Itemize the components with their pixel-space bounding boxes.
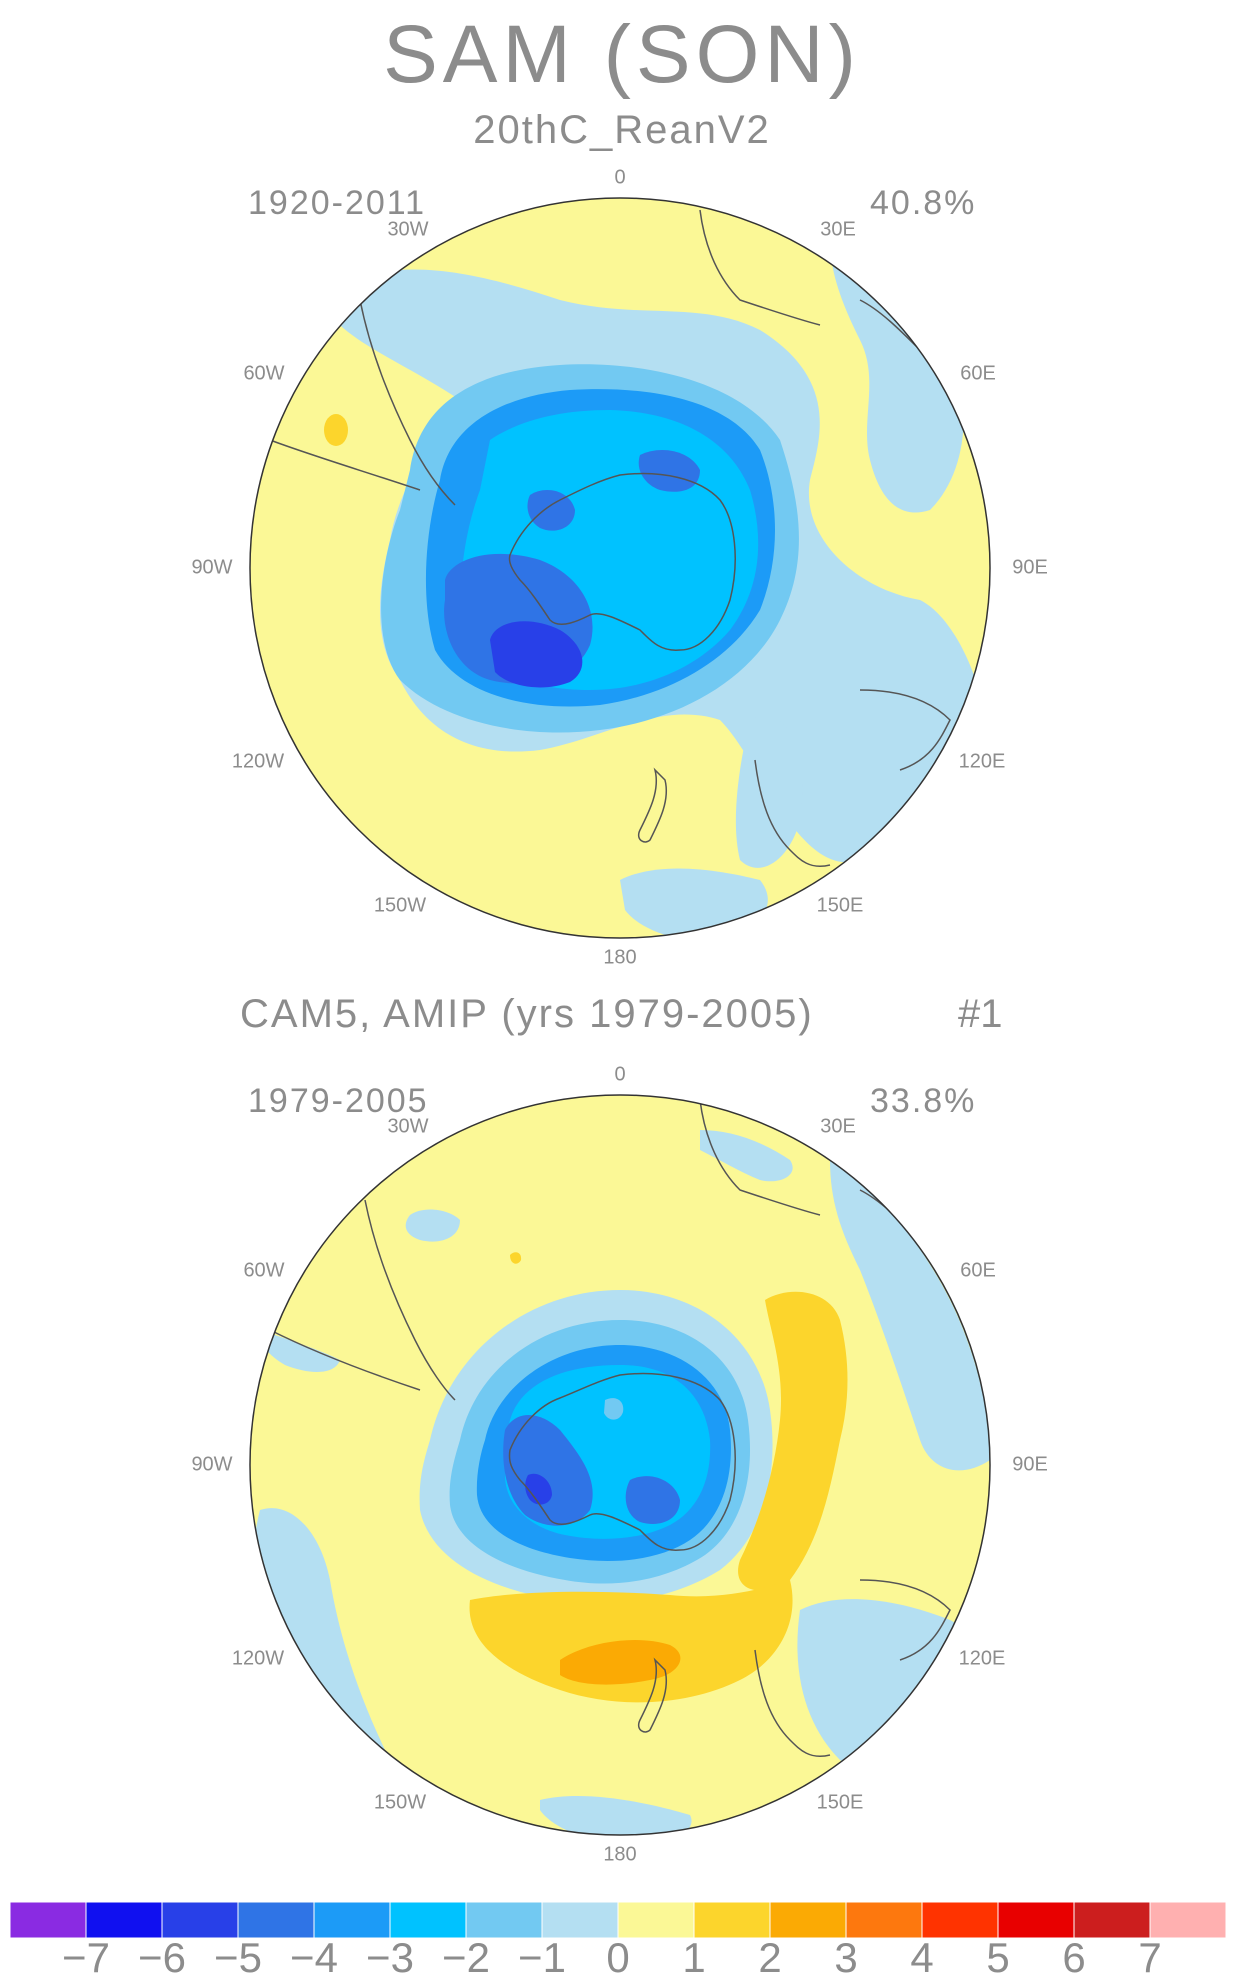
panel-1-lon-60e: 60E bbox=[960, 362, 996, 385]
contour-minus1-southeast bbox=[735, 716, 803, 868]
panel-2-lon-90w: 90W bbox=[191, 1453, 233, 1476]
colorbar bbox=[9, 1901, 1227, 1939]
colorbar-tick-label: 6 bbox=[1062, 1934, 1086, 1981]
contour-plus1-east bbox=[738, 1291, 848, 1591]
panel-1-subtitle: 20thC_ReanV2 bbox=[473, 108, 771, 152]
panel-1-variance: 40.8% bbox=[870, 184, 977, 222]
colorbar-swatch bbox=[9, 1901, 87, 1939]
colorbar-tick-label: −7 bbox=[62, 1934, 110, 1981]
panel-1-lon-120w: 120W bbox=[231, 750, 285, 773]
contour-plus1-patch bbox=[324, 414, 348, 446]
colorbar-swatch bbox=[237, 1901, 315, 1939]
panel-2-lon-60w: 60W bbox=[243, 1259, 285, 1282]
contour-minus1-north bbox=[700, 1130, 793, 1182]
figure-title: SAM (SON) bbox=[383, 9, 861, 100]
colorbar-swatch bbox=[85, 1901, 163, 1939]
panel-2-years: 1979-2005 bbox=[248, 1082, 429, 1120]
panel-1-lon-0: 0 bbox=[614, 166, 626, 189]
colorbar-swatch bbox=[541, 1901, 619, 1939]
panel-1-lon-90e: 90E bbox=[1012, 556, 1048, 579]
panel-1-years: 1920-2011 bbox=[248, 184, 427, 222]
panel-2-subtitle: CAM5, AMIP (yrs 1979-2005) bbox=[240, 992, 814, 1036]
panel-2-lon-150e: 150E bbox=[816, 1791, 864, 1814]
colorbar-tick-label: −3 bbox=[366, 1934, 414, 1981]
colorbar-tick-label: −2 bbox=[442, 1934, 490, 1981]
contour-minus1-east bbox=[830, 1160, 990, 1471]
panel-1-lon-150w: 150W bbox=[373, 894, 427, 917]
contour-plus1-patch bbox=[510, 1252, 522, 1264]
colorbar-swatch bbox=[389, 1901, 467, 1939]
colorbar-tick-label: 1 bbox=[682, 1934, 706, 1981]
panel-2-lon-60e: 60E bbox=[960, 1259, 996, 1282]
colorbar-swatch bbox=[161, 1901, 239, 1939]
colorbar-swatch bbox=[1149, 1901, 1227, 1939]
contour-minus5-east bbox=[625, 1476, 680, 1524]
panel-2-lon-120w: 120W bbox=[231, 1647, 285, 1670]
colorbar-swatch bbox=[313, 1901, 391, 1939]
panel-1-coastlines bbox=[269, 209, 951, 867]
panel-2-contours bbox=[250, 1095, 990, 1835]
panel-2-lon-90e: 90E bbox=[1012, 1453, 1048, 1476]
contour-minus1-northwest bbox=[405, 1209, 460, 1242]
colorbar-tick-label: 4 bbox=[910, 1934, 934, 1981]
contour-minus4-patch-b bbox=[638, 450, 700, 492]
colorbar-swatch bbox=[465, 1901, 543, 1939]
panel-2-lon-30e: 30E bbox=[820, 1115, 856, 1138]
panel-1-contours bbox=[250, 198, 990, 938]
contour-minus1-far-west bbox=[260, 1330, 340, 1372]
panel-2-coastlines bbox=[269, 1099, 951, 1757]
colorbar-tick-label: 5 bbox=[986, 1934, 1010, 1981]
contour-minus5-west bbox=[503, 1415, 593, 1526]
panel-1-lon-30w: 30W bbox=[387, 218, 429, 241]
colorbar-tick-label: −6 bbox=[138, 1934, 186, 1981]
panel-2-variance: 33.8% bbox=[870, 1082, 977, 1120]
panel-2-run-label: #1 bbox=[958, 992, 1003, 1036]
colorbar-swatch bbox=[617, 1901, 695, 1939]
colorbar-tick-label: 2 bbox=[758, 1934, 782, 1981]
colorbar-tick-label: −5 bbox=[214, 1934, 262, 1981]
colorbar-swatch bbox=[769, 1901, 847, 1939]
colorbar-tick-label: −4 bbox=[290, 1934, 338, 1981]
contour-plus2-south bbox=[560, 1640, 681, 1685]
contour-minus4-patch-a bbox=[527, 490, 575, 531]
colorbar-tick-label: 3 bbox=[834, 1934, 858, 1981]
colorbar-tick-label: 0 bbox=[606, 1934, 630, 1981]
colorbar-swatch bbox=[1073, 1901, 1151, 1939]
panel-1-lon-150e: 150E bbox=[816, 894, 864, 917]
panel-1-lon-120e: 120E bbox=[958, 750, 1006, 773]
panel-2-lon-120e: 120E bbox=[958, 1647, 1006, 1670]
panel-1-lon-60w: 60W bbox=[243, 362, 285, 385]
panel-1-lon-90w: 90W bbox=[191, 556, 233, 579]
contour-minus6-region bbox=[490, 621, 583, 688]
panel-1-lon-180: 180 bbox=[603, 946, 637, 969]
panel-1-map bbox=[249, 197, 991, 939]
panel-2-lon-180: 180 bbox=[603, 1843, 637, 1866]
contour-minus1-east bbox=[830, 240, 964, 513]
panel-2-lon-30w: 30W bbox=[387, 1115, 429, 1138]
colorbar-swatch bbox=[921, 1901, 999, 1939]
panel-2-lon-150w: 150W bbox=[373, 1791, 427, 1814]
colorbar-tick-label: −1 bbox=[518, 1934, 566, 1981]
panel-1-map-border bbox=[249, 197, 991, 939]
colorbar-swatch bbox=[997, 1901, 1075, 1939]
colorbar-swatch bbox=[845, 1901, 923, 1939]
contour-minus6-patch bbox=[525, 1473, 552, 1505]
colorbar-tick-label: 7 bbox=[1138, 1934, 1162, 1981]
colorbar-swatch bbox=[693, 1901, 771, 1939]
contour-minus3-island bbox=[604, 1398, 624, 1420]
panel-1-lon-30e: 30E bbox=[820, 218, 856, 241]
panel-2-lon-0: 0 bbox=[614, 1063, 626, 1086]
panel-2-map bbox=[249, 1094, 991, 1836]
panel-2-map-border bbox=[249, 1094, 991, 1836]
